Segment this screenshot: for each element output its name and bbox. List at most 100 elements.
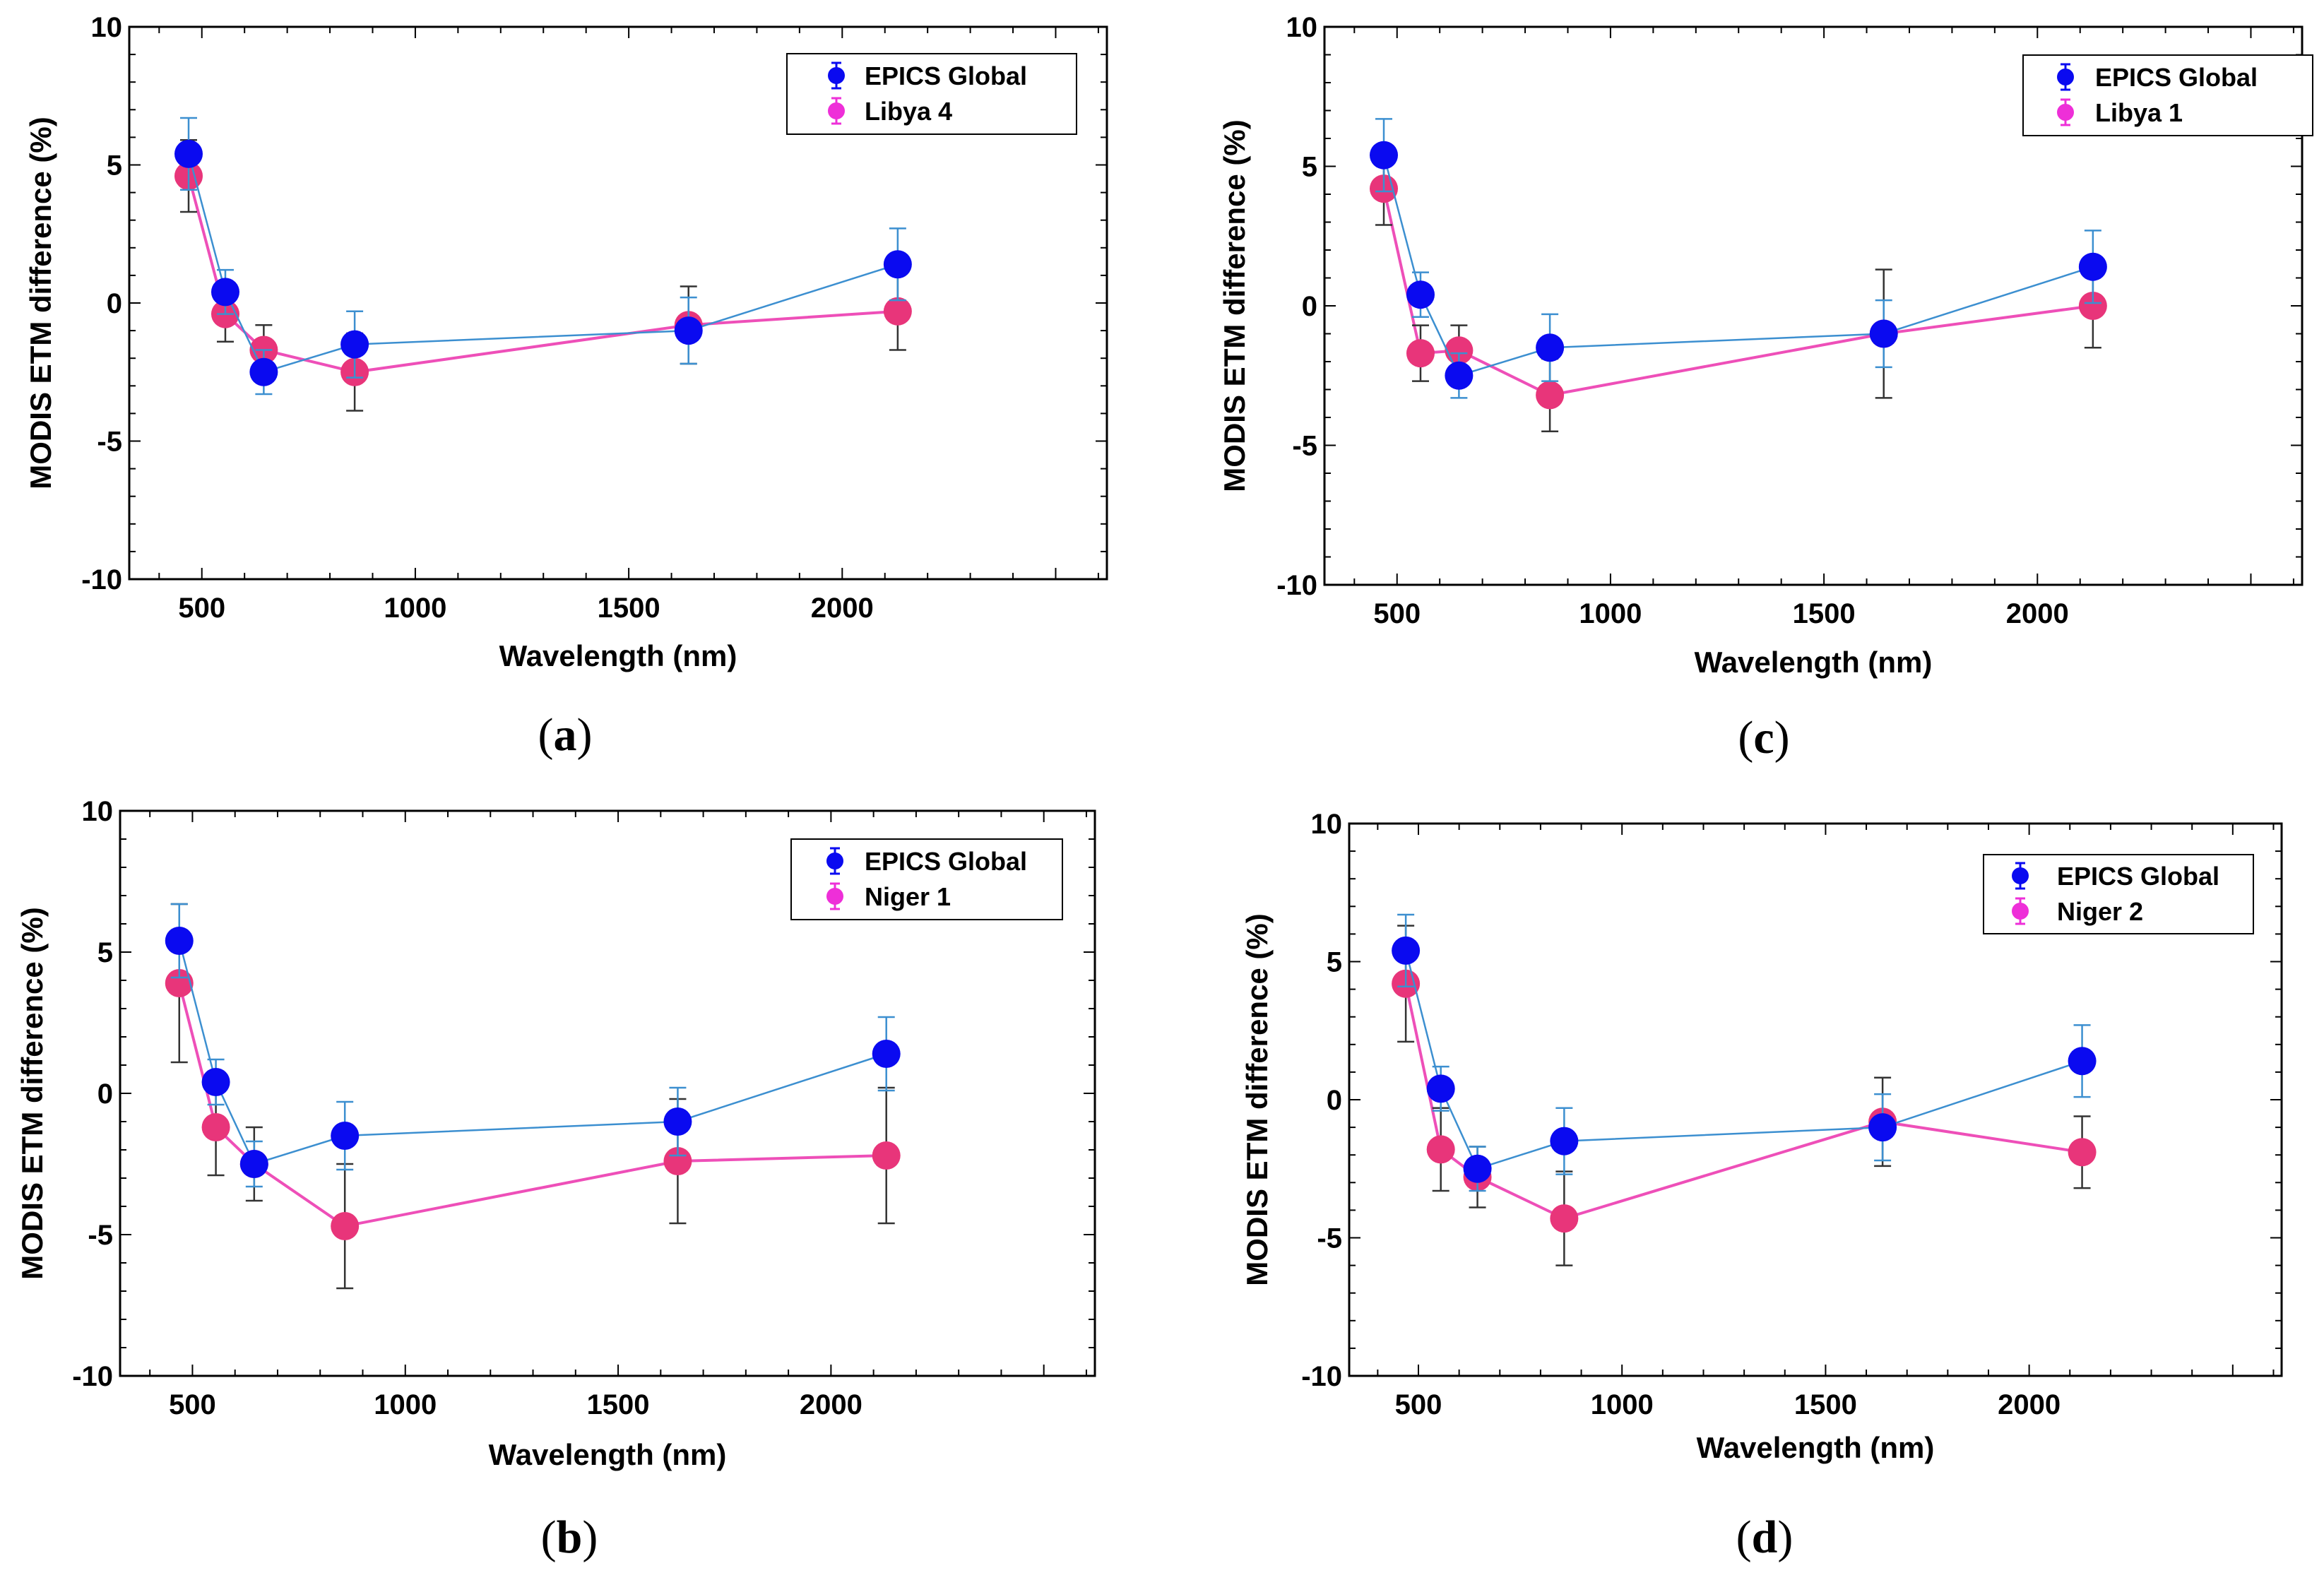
legend-c: EPICS Global Libya 1 (2022, 54, 2313, 136)
legend-label-epics-d: EPICS Global (2057, 862, 2219, 891)
x-tick-label: 2000 (2006, 598, 2069, 629)
y-tick-label: 5 (1302, 152, 1317, 183)
x-axis-label-a: Wavelength (nm) (499, 639, 737, 672)
panel-label-d: (d) (1736, 1511, 1794, 1563)
legend-label-epics-c: EPICS Global (2095, 63, 2258, 92)
panel-label-a: (a) (538, 709, 593, 761)
x-tick-label: 500 (1395, 1389, 1442, 1420)
legend-marker-site-b (826, 882, 843, 910)
data-point (1550, 1127, 1579, 1156)
y-tick-label: 10 (1311, 809, 1343, 840)
legend-marker-epics-c (2057, 63, 2074, 91)
series-line-epics-global (1404, 950, 2082, 1170)
y-tick-label: -5 (97, 427, 122, 458)
chart-panel-a: -10 -5 0 5 10 500 1000 1500 2000 Wavelength (nm)… (24, 12, 1108, 761)
y-axis-label-a: MODIS ETM difference (%) (24, 117, 57, 489)
y-axis-label-d: MODIS ETM difference (%) (1240, 913, 1274, 1285)
x-tick-label: 2000 (1998, 1389, 2061, 1420)
y-tick-label: -10 (1301, 1361, 1342, 1392)
legend-marker-epics-b (826, 847, 843, 875)
data-point (340, 330, 369, 359)
data-point (1370, 141, 1399, 170)
x-tick-label: 1000 (374, 1389, 437, 1420)
y-tick-label: 0 (1327, 1085, 1342, 1116)
x-tick-label: 1000 (1579, 598, 1642, 629)
panel-label-c: (c) (1738, 712, 1789, 764)
data-point (883, 297, 912, 326)
data-point (663, 1107, 692, 1136)
y-tick-label: 5 (97, 937, 113, 968)
y-tick-label: -10 (72, 1361, 113, 1392)
x-tick-label: 2000 (811, 593, 874, 624)
data-point (1426, 1074, 1455, 1103)
data-point (239, 1150, 268, 1178)
series-line-site (1404, 983, 2082, 1220)
x-tick-label: 1500 (598, 593, 660, 624)
x-tick-label: 500 (178, 593, 225, 624)
data-point (174, 139, 203, 168)
legend-a: EPICS Global Libya 4 (786, 53, 1077, 135)
data-point (211, 278, 239, 307)
y-tick-label: 0 (97, 1079, 113, 1110)
series-line-epics-global (187, 153, 899, 374)
data-point (883, 250, 912, 279)
data-point (331, 1212, 360, 1240)
panel-label-b: (b) (541, 1511, 598, 1563)
y-tick-label: 5 (107, 150, 122, 182)
data-point (1536, 381, 1565, 410)
legend-label-epics-a: EPICS Global (865, 61, 1027, 90)
data-point (1406, 339, 1435, 368)
data-point (1536, 333, 1565, 362)
data-point (201, 1068, 230, 1096)
x-tick-label: 1500 (1793, 598, 1856, 629)
legend-label-site-a: Libya 4 (865, 97, 952, 126)
x-axis-label-c: Wavelength (nm) (1695, 646, 1933, 679)
y-axis-label-c: MODIS ETM difference (%) (1218, 119, 1251, 492)
y-tick-label: 0 (107, 288, 122, 319)
series-line-epics-global (178, 940, 887, 1165)
x-tick-label: 1000 (384, 593, 446, 624)
data-point (1550, 1204, 1579, 1233)
data-point (2068, 1138, 2097, 1167)
legend-marker-epics-d (2012, 862, 2029, 890)
data-point (1868, 1113, 1897, 1142)
data-point (1445, 361, 1474, 390)
series-line-site (177, 982, 887, 1228)
data-point (1445, 336, 1474, 365)
x-tick-label: 1000 (1591, 1389, 1654, 1420)
x-tick-label: 1500 (1794, 1389, 1857, 1420)
legend-marker-site-a (828, 97, 845, 125)
legend-b: EPICS Global Niger 1 (790, 838, 1063, 920)
x-tick-label: 500 (1373, 598, 1421, 629)
x-axis-label-d: Wavelength (nm) (1697, 1431, 1935, 1464)
data-point (1406, 280, 1435, 309)
data-point (1463, 1154, 1492, 1183)
y-tick-label: 10 (82, 796, 114, 827)
legend-label-site-b: Niger 1 (865, 882, 951, 911)
data-point (1392, 936, 1421, 965)
legend-label-site-d: Niger 2 (2057, 897, 2143, 926)
data-point (872, 1040, 901, 1068)
data-point (331, 1122, 360, 1150)
y-axis-label-b: MODIS ETM difference (%) (16, 907, 49, 1279)
legend-label-epics-b: EPICS Global (865, 847, 1027, 876)
x-axis-label-b: Wavelength (nm) (489, 1438, 727, 1471)
y-tick-label: 10 (1286, 12, 1318, 43)
series-line-epics-global (1382, 155, 2094, 377)
data-point (201, 1113, 230, 1141)
y-tick-label: -5 (88, 1220, 113, 1251)
x-tick-label: 2000 (800, 1389, 862, 1420)
x-tick-label: 500 (169, 1389, 216, 1420)
data-point (872, 1141, 901, 1170)
chart-panel-c: -10 -5 0 5 10 500 1000 1500 2000 Wavelength (nm)… (1218, 12, 2313, 764)
data-point (165, 969, 194, 997)
data-point (1426, 1135, 1455, 1164)
legend-marker-site-c (2057, 98, 2074, 126)
y-tick-label: 5 (1327, 947, 1342, 978)
data-point (249, 357, 278, 386)
data-point (663, 1147, 692, 1175)
legend-d: EPICS Global Niger 2 (1983, 854, 2254, 934)
x-tick-label: 1500 (587, 1389, 650, 1420)
legend-marker-site-d (2012, 897, 2029, 925)
y-tick-label: -10 (81, 564, 122, 595)
